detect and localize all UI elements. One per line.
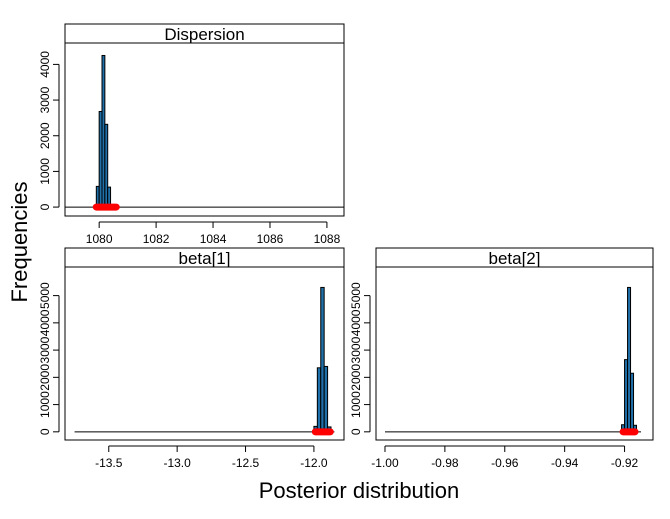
panel-frame	[64, 247, 345, 441]
y-tick-label: 1000	[38, 391, 52, 418]
y-tick-label: 5000	[38, 282, 52, 309]
x-tick-label: 1080	[86, 232, 113, 246]
y-tick-label: 0	[349, 428, 363, 435]
panel-title: Dispersion	[164, 25, 244, 44]
y-tick-label: 4000	[38, 309, 52, 336]
y-tick-label: 4000	[349, 309, 363, 336]
y-tick-label: 4000	[38, 51, 52, 78]
y-tick-label: 2000	[38, 122, 52, 149]
panel-title: beta[1]	[179, 249, 231, 268]
x-tick-label: 1086	[257, 232, 284, 246]
panel-title: beta[2]	[489, 249, 541, 268]
x-tick-label: -0.94	[551, 456, 579, 470]
panel-1: beta[1] -13.5 -13.0 -12.5 -12.0 0 100020003000…	[38, 247, 345, 470]
x-tick-label: -12.5	[232, 456, 260, 470]
y-tick-label: 3000	[38, 336, 52, 363]
figure-xlabel: Posterior distribution	[259, 478, 460, 503]
histogram-bar	[630, 372, 635, 433]
y-tick-label: 0	[38, 428, 52, 435]
histogram-bar	[320, 286, 325, 433]
y-tick-label: 3000	[38, 86, 52, 113]
x-tick-label: -13.0	[163, 456, 191, 470]
y-tick-label: 2000	[38, 364, 52, 391]
panel-0: Dispersion 1080 1082 1084 1086 1088 0 1000 2000 3…	[38, 23, 345, 246]
x-tick-label: -1.00	[371, 456, 399, 470]
x-tick-label: 1088	[314, 232, 341, 246]
panel-strip	[64, 23, 345, 44]
y-tick-label: 5000	[349, 282, 363, 309]
histogram-bar	[323, 365, 329, 433]
y-tick-label: 2000	[349, 364, 363, 391]
y-tick-label: 1000	[349, 391, 363, 418]
y-tick-label: 0	[38, 203, 52, 210]
x-tick-label: 1084	[200, 232, 227, 246]
panel-frame	[375, 247, 654, 441]
y-tick-label: 1000	[38, 158, 52, 185]
panel-strip	[64, 247, 345, 268]
x-tick-label: -13.5	[95, 456, 123, 470]
panel-strip	[375, 247, 654, 268]
x-tick-label: -0.96	[491, 456, 519, 470]
y-tick-label: 3000	[349, 336, 363, 363]
x-tick-label: -0.92	[611, 456, 639, 470]
x-tick-label: -0.98	[431, 456, 459, 470]
figure-ylabel: Frequencies	[7, 181, 32, 302]
panel-2: beta[2] -1.00 -0.98 -0.96 -0.94 -0.92 0 1000200…	[349, 247, 654, 470]
x-tick-label: -12.0	[300, 456, 328, 470]
histogram-bar	[316, 367, 322, 433]
x-tick-label: 1082	[143, 232, 170, 246]
